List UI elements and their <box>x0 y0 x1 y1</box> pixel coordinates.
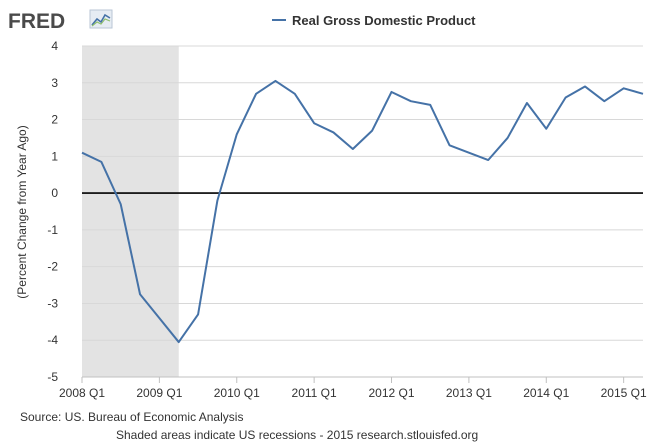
x-tick-label: 2009 Q1 <box>136 386 182 400</box>
x-tick-label: 2010 Q1 <box>214 386 260 400</box>
x-tick-label: 2011 Q1 <box>292 386 337 400</box>
x-tick-label: 2013 Q1 <box>446 386 492 400</box>
x-tick-label: 2008 Q1 <box>59 386 105 400</box>
y-tick-label: 3 <box>51 76 58 90</box>
y-tick-label: 4 <box>51 39 58 53</box>
y-tick-label: -2 <box>47 260 58 274</box>
y-tick-labels: 4 3 2 1 0 -1 -2 -3 -4 -5 <box>47 39 58 384</box>
x-tick-label: 2015 Q1 <box>601 386 647 400</box>
y-tick-label: -1 <box>47 223 58 237</box>
line-chart-icon <box>89 9 113 29</box>
legend-label: Real Gross Domestic Product <box>292 13 476 28</box>
fred-logo-text: FRED <box>8 10 65 33</box>
x-tick-label: 2012 Q1 <box>368 386 414 400</box>
y-tick-label: 0 <box>51 186 58 200</box>
y-tick-label: -3 <box>47 296 58 310</box>
y-tick-label: -4 <box>47 333 58 347</box>
recession-band <box>82 46 179 377</box>
y-tick-label: 1 <box>51 149 58 163</box>
recession-note: Shaded areas indicate US recessions - 20… <box>116 428 478 442</box>
series-layer <box>81 79 644 344</box>
recession-shading-layer <box>82 46 179 377</box>
source-note: Source: US. Bureau of Economic Analysis <box>20 410 243 424</box>
x-tick-label: 2014 Q1 <box>523 386 569 400</box>
x-tick-labels: 2008 Q1 2009 Q1 2010 Q1 2011 Q1 2012 Q1 2013 … <box>59 377 647 400</box>
series-line <box>81 79 644 344</box>
y-tick-label: 2 <box>51 113 58 127</box>
y-tick-label: -5 <box>47 370 58 384</box>
y-axis-title: (Percent Change from Year Ago) <box>15 125 29 298</box>
grid-layer <box>82 45 643 378</box>
